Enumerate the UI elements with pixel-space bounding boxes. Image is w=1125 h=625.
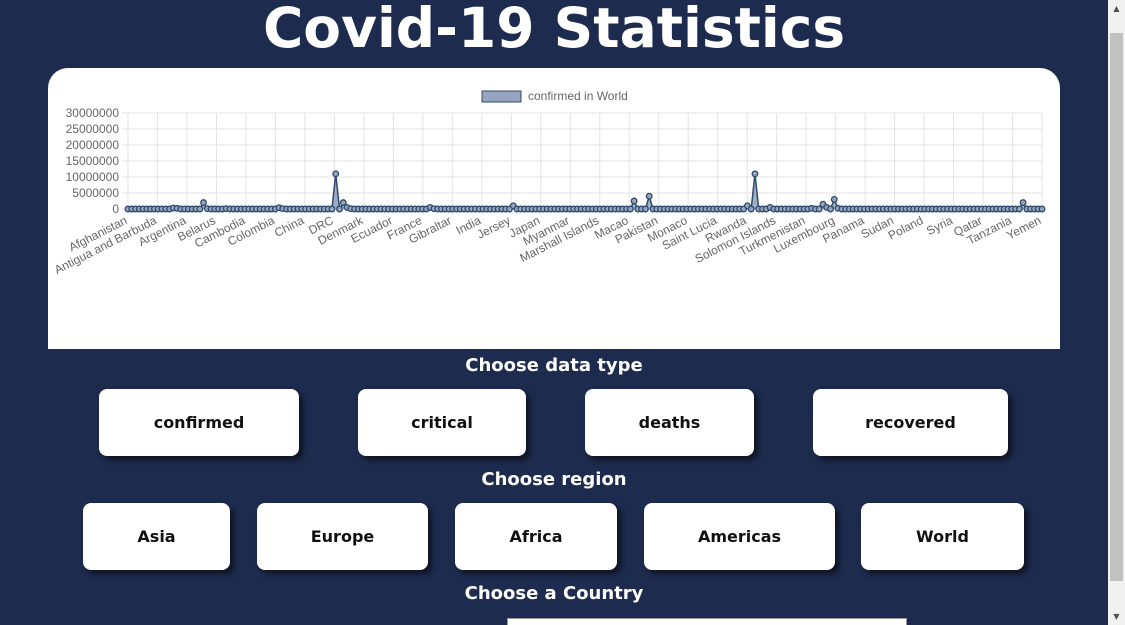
chart-card: confirmed in World 30000000 25000000 200000… <box>48 68 1060 349</box>
x-tick-label: Syria <box>924 213 955 238</box>
y-tick-label: 30000000 <box>66 106 120 120</box>
y-tick-label: 10000000 <box>66 170 120 184</box>
data-point <box>336 205 343 213</box>
x-tick-label: China <box>272 213 307 240</box>
data-point <box>815 205 823 213</box>
country-select[interactable] <box>507 618 907 625</box>
data-point <box>827 205 834 213</box>
scroll-thumb[interactable] <box>1110 33 1123 581</box>
data-type-title: Choose data type <box>465 355 643 376</box>
scroll-up-icon[interactable]: ▲ <box>1113 4 1120 13</box>
y-tick-label: 25000000 <box>66 122 120 136</box>
world-button[interactable]: World <box>861 503 1024 570</box>
confirmed-button[interactable]: confirmed <box>99 389 299 456</box>
confirmed-chart: confirmed in World 30000000 25000000 200000… <box>52 89 1046 277</box>
data-point <box>630 197 638 205</box>
y-tick-label: 20000000 <box>66 138 120 152</box>
data-point <box>196 205 204 213</box>
data-point <box>339 199 347 207</box>
data-point <box>645 192 653 200</box>
region-title: Choose region <box>481 469 627 490</box>
data-point <box>1019 199 1027 207</box>
page-title: Covid-19 Statistics <box>262 0 846 60</box>
data-point <box>751 170 759 178</box>
y-tick-label: 5000000 <box>72 186 119 200</box>
critical-button[interactable]: critical <box>358 389 526 456</box>
legend-swatch <box>481 90 522 103</box>
country-title: Choose a Country <box>464 583 644 604</box>
series-area <box>128 173 1042 209</box>
data-point <box>830 195 838 203</box>
data-point <box>1015 205 1023 213</box>
data-point <box>747 205 755 213</box>
series-line <box>128 173 1042 212</box>
europe-button[interactable]: Europe <box>257 503 428 570</box>
data-point <box>332 170 340 178</box>
y-tick-label: 0 <box>112 202 119 216</box>
x-tick-label: Yemen <box>1004 213 1043 242</box>
africa-button[interactable]: Africa <box>455 503 617 570</box>
recovered-button[interactable]: recovered <box>813 389 1008 456</box>
data-point <box>1038 205 1046 213</box>
legend-label: confirmed in World <box>528 89 628 103</box>
americas-button[interactable]: Americas <box>644 503 835 570</box>
y-tick-label: 15000000 <box>66 154 120 168</box>
deaths-button[interactable]: deaths <box>585 389 754 456</box>
data-point <box>626 205 634 213</box>
vertical-scrollbar[interactable]: ▲ ▼ <box>1108 0 1125 625</box>
scroll-down-icon[interactable]: ▼ <box>1113 612 1120 621</box>
data-point <box>200 199 207 207</box>
asia-button[interactable]: Asia <box>83 503 230 570</box>
data-point <box>328 205 336 213</box>
data-point <box>641 205 649 213</box>
